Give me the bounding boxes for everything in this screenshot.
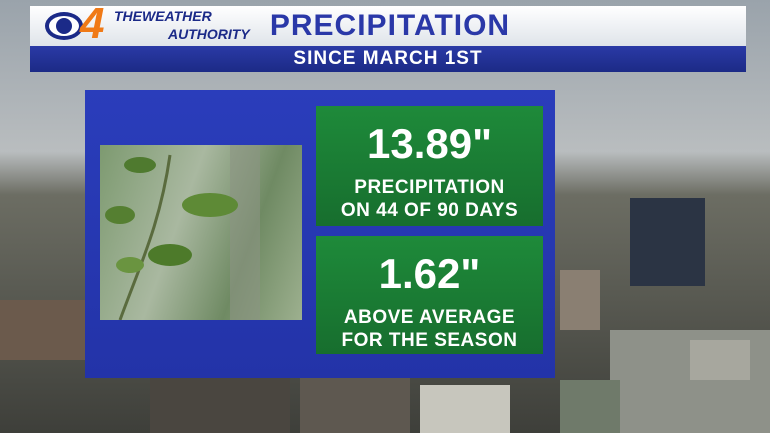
stat-label: FOR THE SEASON	[341, 330, 518, 351]
title: PRECIPITATION	[269, 9, 511, 42]
stat-box: 1.62" ABOVE AVERAGE FOR THE SEASON	[316, 236, 543, 354]
subtitle: SINCE MARCH 1ST	[293, 48, 483, 69]
header-bar	[30, 6, 746, 46]
stat-label: ABOVE AVERAGE	[343, 307, 516, 328]
stat-label: PRECIPITATION	[354, 177, 505, 198]
logo-number: 4	[80, 0, 105, 48]
stat-label: ON 44 OF 90 DAYS	[340, 200, 519, 221]
logo-text: THEWEATHER	[114, 8, 212, 24]
plant-photo	[100, 145, 302, 321]
logo-text: AUTHORITY	[168, 26, 250, 42]
logo-eye	[45, 12, 83, 40]
subtitle-bar	[30, 46, 746, 72]
stat-value: 13.89"	[366, 120, 492, 167]
photo-art	[105, 145, 260, 321]
stat-box: 13.89" PRECIPITATION ON 44 OF 90 DAYS	[316, 106, 543, 226]
stat-value: 1.62"	[378, 250, 481, 297]
